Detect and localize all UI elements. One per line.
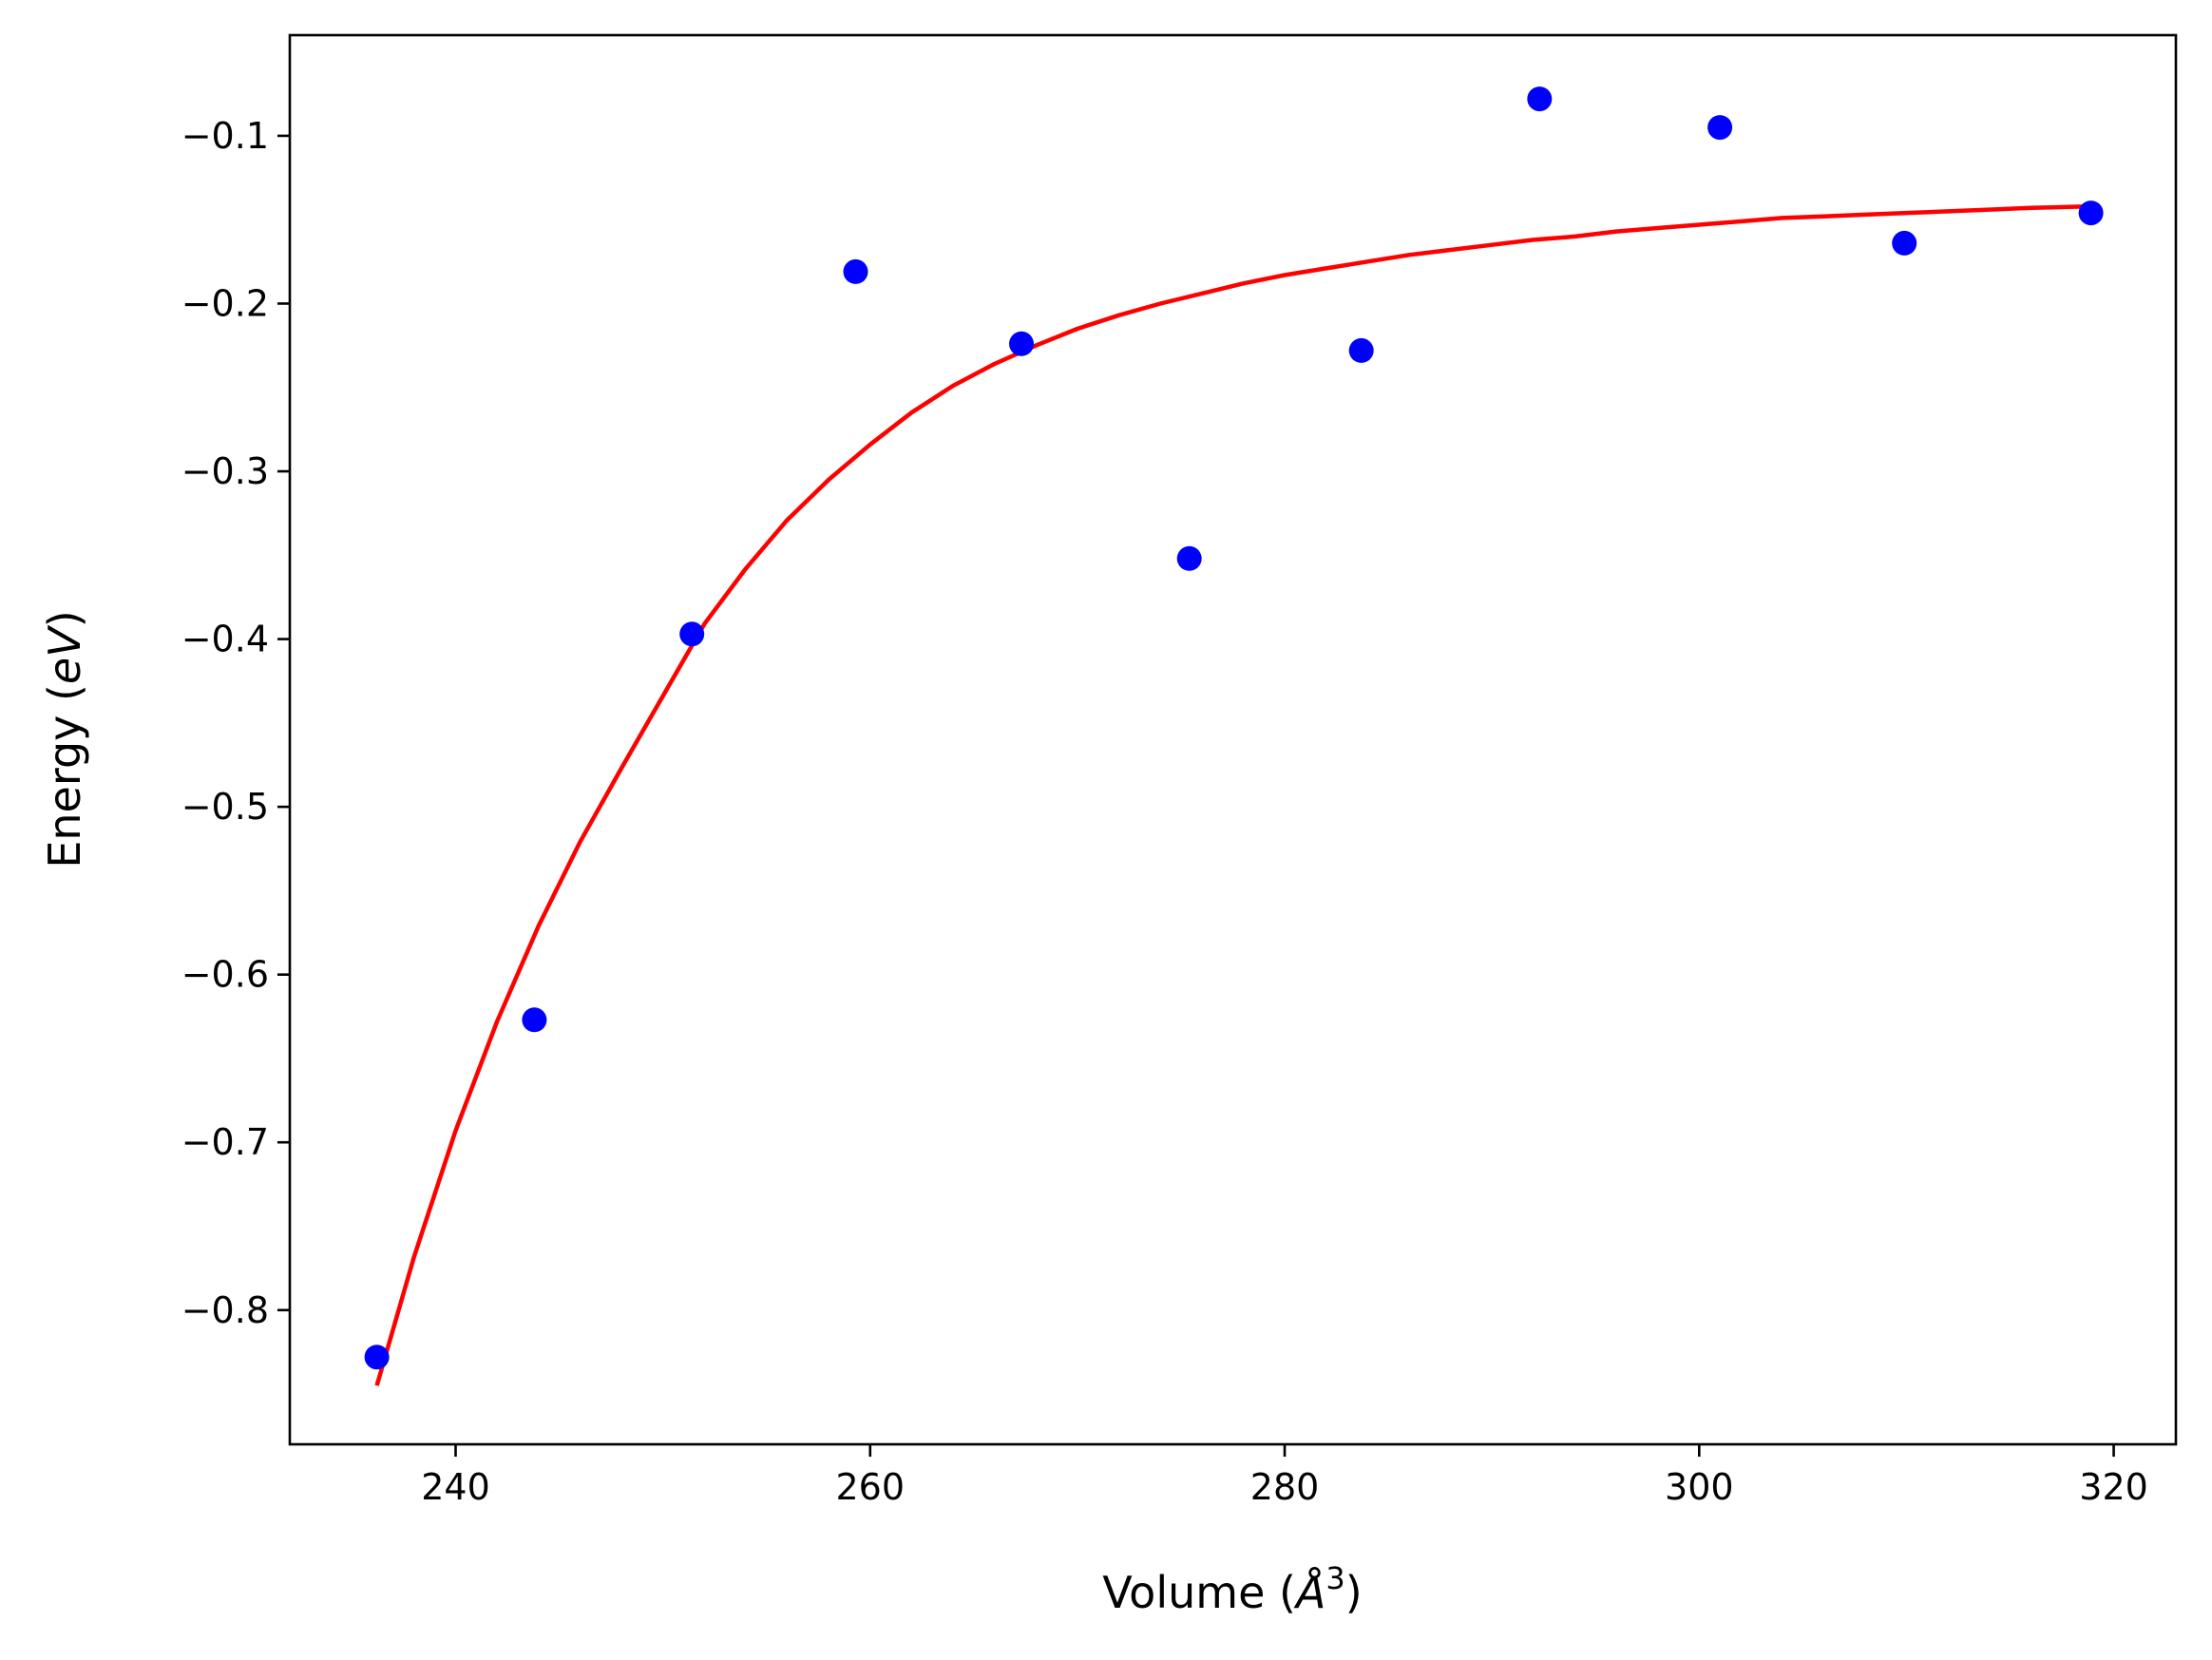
data-point — [1892, 230, 1917, 256]
y-tick-label: −0.3 — [181, 450, 269, 492]
data-point — [843, 258, 868, 284]
data-point — [2078, 200, 2104, 226]
data-point — [679, 621, 705, 647]
plot-frame — [288, 33, 2178, 1446]
y-tick-label: −0.2 — [181, 282, 269, 324]
y-axis-label: Energy (eV) — [39, 610, 90, 868]
x-tick-label: 300 — [1665, 1466, 1734, 1508]
data-point — [1348, 337, 1374, 363]
data-points-layer — [364, 86, 2104, 1370]
y-tick-label: −0.5 — [181, 786, 269, 828]
data-point — [1009, 331, 1034, 356]
x-tick-label: 260 — [836, 1466, 906, 1508]
data-point — [1707, 115, 1733, 141]
y-tick-label: −0.4 — [181, 619, 269, 660]
y-tick-label: −0.7 — [181, 1121, 269, 1163]
x-tick-label: 320 — [2079, 1466, 2148, 1508]
y-axis: −0.1 −0.2 −0.3 −0.4 −0.5 −0.6 −0.7 −0.8 — [181, 115, 290, 1331]
data-point — [522, 1007, 547, 1033]
data-point — [1176, 545, 1202, 571]
fit-curve — [374, 203, 2091, 1386]
x-tick-label: 240 — [421, 1466, 490, 1508]
fit-line-layer — [374, 203, 2091, 1386]
x-axis-label: Volume (Å3) — [1102, 1560, 1362, 1618]
x-axis: 240 260 280 300 320 — [421, 1444, 2148, 1508]
y-tick-label: −0.8 — [181, 1289, 269, 1331]
y-tick-label: −0.1 — [181, 115, 269, 157]
y-tick-label: −0.6 — [181, 954, 269, 996]
data-point — [364, 1345, 390, 1370]
data-point — [1527, 86, 1553, 112]
x-tick-label: 280 — [1250, 1466, 1320, 1508]
